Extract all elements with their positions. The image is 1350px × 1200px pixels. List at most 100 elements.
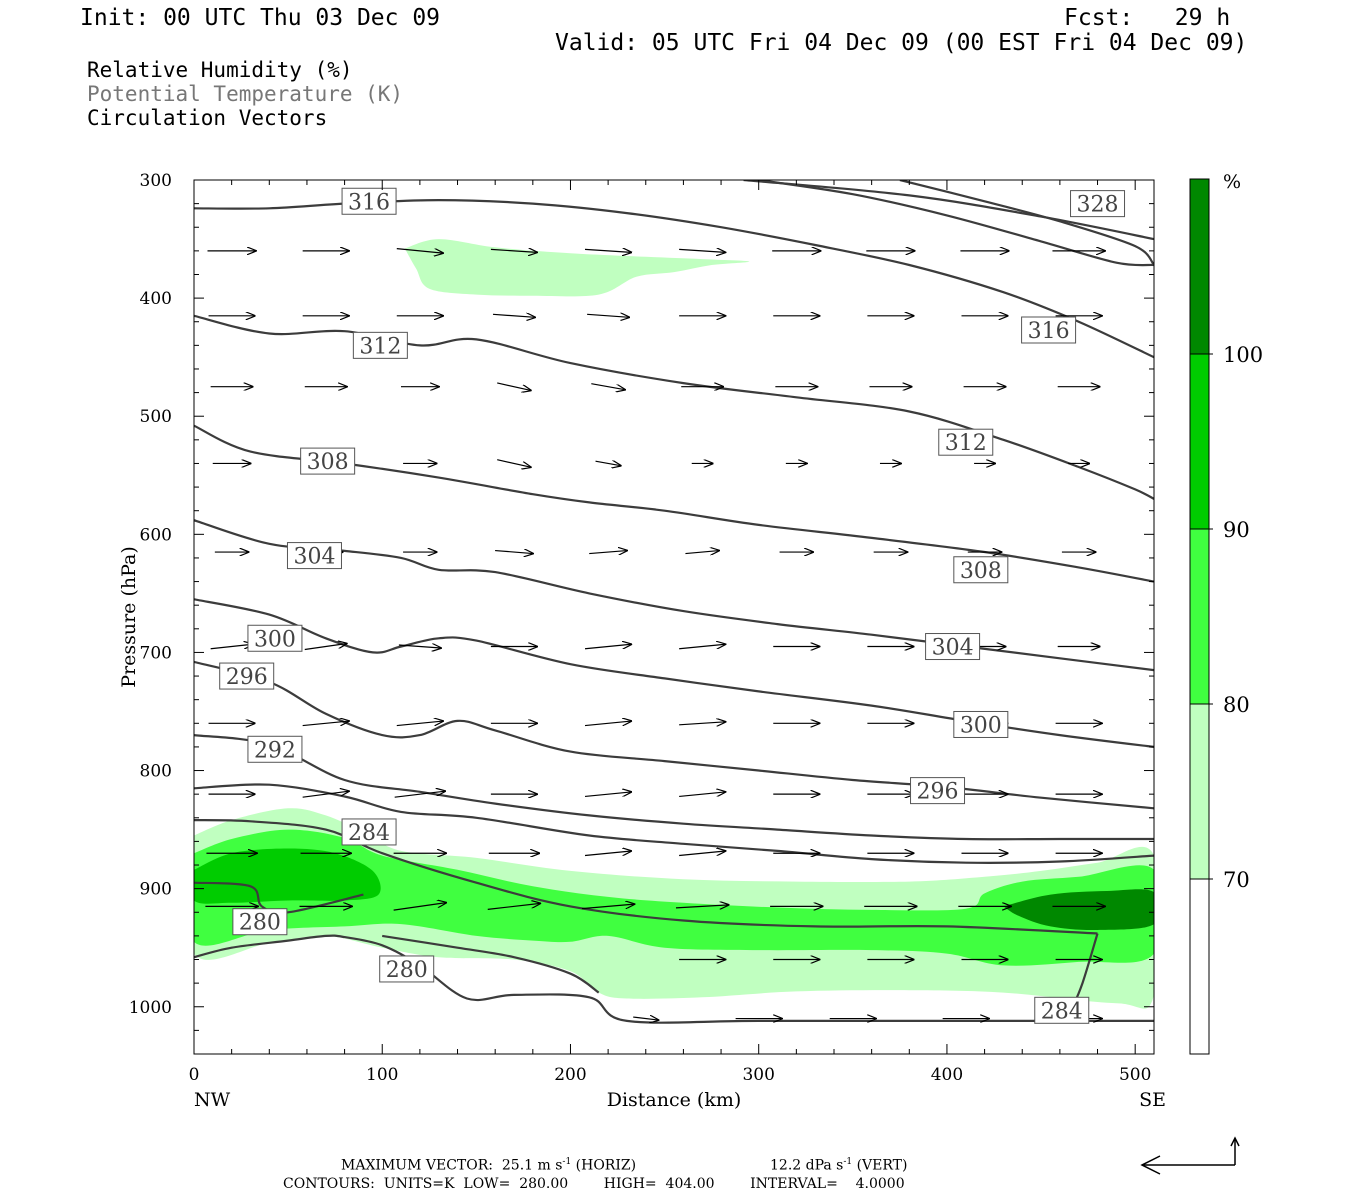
x-right-label: SE xyxy=(1139,1089,1166,1111)
theta-line-316-3 xyxy=(194,198,1154,359)
theta-label-328-0-box xyxy=(1070,190,1126,218)
vector-arrow-1-3 xyxy=(492,314,535,317)
max-vector-vert: 12.2 dPa s-1 (VERT) xyxy=(770,1157,908,1174)
y-tick-label-300: 300 xyxy=(140,171,172,191)
theta-line-280-14 xyxy=(382,934,600,994)
theta-label-312-4-b-box xyxy=(938,428,994,456)
theta-line-312-4 xyxy=(194,314,1154,500)
x-axis-title: Distance (km) xyxy=(607,1089,742,1111)
theta-label-280-13-b: 280 xyxy=(386,958,428,983)
theta-line-288-10 xyxy=(194,783,1154,864)
x-tick-label-500: 500 xyxy=(1119,1065,1151,1085)
theta-label-296-8: 296 xyxy=(226,665,268,690)
vector-arrow-5-2 xyxy=(398,645,441,648)
theta-label-300-7: 300 xyxy=(254,627,296,652)
y-tick-label-1000: 1000 xyxy=(129,998,172,1018)
vector-arrow-5-5 xyxy=(679,644,725,650)
vector-arrow-5-0 xyxy=(210,644,253,650)
vector-arrow-9-5 xyxy=(675,905,729,908)
vector-arrow-5-1 xyxy=(304,644,347,651)
vectors-layer xyxy=(205,249,1105,1020)
colorbar-swatch-0 xyxy=(1190,879,1209,1054)
colorbar-label-90: 90 xyxy=(1223,518,1250,542)
contours-info: CONTOURS: UNITS=K LOW= 280.00 HIGH= 404.… xyxy=(283,1176,905,1192)
theta-label-280-13: 280 xyxy=(239,911,281,936)
vector-arrow-0-5 xyxy=(679,249,725,252)
y-axis-title: Pressure (hPa) xyxy=(118,546,140,688)
colorbar-frame xyxy=(1189,178,1210,1055)
theta-label-316-3-b: 316 xyxy=(1028,319,1070,344)
theta-label-300-7-b: 300 xyxy=(960,713,1002,738)
vector-arrow-4-4 xyxy=(589,551,627,554)
vector-arrow-3-3 xyxy=(497,459,531,468)
y-tick-label-700: 700 xyxy=(140,643,172,663)
theta-label-280-13-b-box xyxy=(379,955,435,983)
theta-line-300-7 xyxy=(194,598,1154,748)
vector-arrow-7-1 xyxy=(302,791,349,798)
theta-label-312-4-b: 312 xyxy=(945,431,987,456)
theta-label-328-0: 328 xyxy=(1077,193,1119,218)
theta-label-296-8-box xyxy=(219,662,275,690)
theta-label-316-3: 316 xyxy=(348,190,390,215)
vector-arrow-4-3 xyxy=(495,551,533,554)
y-tick-label-600: 600 xyxy=(140,525,172,545)
theta-label-300-7-box xyxy=(247,624,303,652)
vector-arrow-8-5 xyxy=(679,851,725,857)
vector-arrow-6-1 xyxy=(302,721,349,727)
theta-label-280-13-box xyxy=(232,908,288,936)
theta-label-316-3-b-box xyxy=(1021,316,1077,344)
colorbar-unit: % xyxy=(1223,171,1241,193)
theta-line-284-11 xyxy=(194,819,1098,935)
theta-line-276-15 xyxy=(194,934,1154,1024)
y-tick-label-800: 800 xyxy=(140,762,172,782)
theta-line-296-8 xyxy=(194,660,1154,810)
theta-label-308-5-b-box xyxy=(953,556,1009,584)
reference-vector-icon xyxy=(1140,1136,1240,1175)
x-tick-label-400: 400 xyxy=(931,1065,963,1085)
theta-label-292-9: 292 xyxy=(254,738,296,763)
theta-label-308-5-b: 308 xyxy=(960,559,1002,584)
vector-arrow-5-4 xyxy=(584,644,631,650)
vector-arrow-0-4 xyxy=(584,249,631,252)
plot-frame xyxy=(193,179,1155,1055)
colorbar-swatch-4 xyxy=(1190,179,1209,354)
vector-arrow-3-4 xyxy=(595,461,621,466)
theta-label-296-8-b: 296 xyxy=(917,780,959,805)
vector-arrow-9-2 xyxy=(393,903,447,911)
max-vector-horiz: MAXIMUM VECTOR: 25.1 m s-1 (HORIZ) xyxy=(341,1157,637,1174)
theta-label-284-11-box xyxy=(341,818,397,846)
theta-label-284-11-b: 284 xyxy=(1041,999,1083,1024)
vector-arrow-6-5 xyxy=(679,722,725,725)
contour-labels: 328 316 316 312 312 308 308 304 304 300 300 296 296 2… xyxy=(219,187,1126,1024)
x-left-label: NW xyxy=(194,1089,231,1111)
theta-line-280-13 xyxy=(194,881,364,914)
legend-vectors: Circulation Vectors xyxy=(87,106,328,130)
theta-label-284-11: 284 xyxy=(348,821,390,846)
colorbar: 70 80 90 100 xyxy=(1189,178,1263,1055)
vector-arrow-0-2 xyxy=(396,248,443,254)
theta-label-296-8-b-box xyxy=(910,777,966,805)
theta-label-292-9-box xyxy=(247,735,303,763)
rh-region-90-0 xyxy=(194,848,381,904)
vector-arrow-2-3 xyxy=(497,382,531,391)
theta-label-304-6-b: 304 xyxy=(932,636,974,661)
vector-arrow-0-3 xyxy=(490,249,537,252)
theta-line-324-1 xyxy=(899,180,1154,266)
colorbar-swatch-3 xyxy=(1190,354,1209,529)
vector-arrow-7-5 xyxy=(679,792,725,798)
vector-arrow-4-5 xyxy=(685,551,719,554)
y-tick-label-900: 900 xyxy=(140,880,172,900)
valid-time: Valid: 05 UTC Fri 04 Dec 09 (00 EST Fri … xyxy=(555,30,1248,56)
forecast-hour: Fcst: 29 h xyxy=(1064,5,1231,31)
x-tick-label-0: 0 xyxy=(189,1065,200,1085)
theta-label-304-6-box xyxy=(286,542,342,570)
colorbar-label-100: 100 xyxy=(1223,343,1263,367)
vector-arrow-7-4 xyxy=(584,792,631,798)
legend-rh: Relative Humidity (%) xyxy=(87,58,353,82)
vector-arrow-8-4 xyxy=(584,851,631,857)
vector-arrow-1-4 xyxy=(587,314,629,317)
rh-region-80-0 xyxy=(194,829,1154,966)
colorbar-swatch-2 xyxy=(1190,529,1209,704)
theta-label-304-6-b-box xyxy=(925,633,981,661)
